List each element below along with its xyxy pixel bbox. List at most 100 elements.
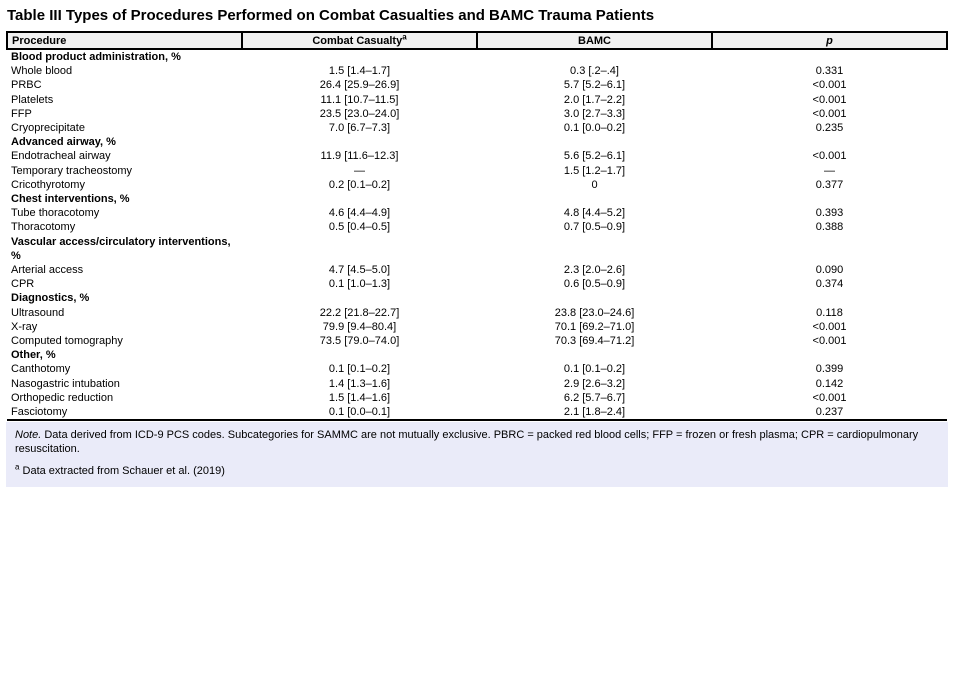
combat-casualty-value-cell: 0.1 [0.0–0.1] [328, 406, 391, 419]
combat-casualty-value-cell [242, 348, 477, 362]
column-header-p: p [711, 31, 948, 50]
bamc-value-cell: 0.1 [0.1–0.2] [563, 363, 626, 376]
bamc-value-cell [477, 348, 712, 362]
procedure-cell: Thoracotomy [11, 221, 76, 234]
note-panel: Note. Data derived from ICD-9 PCS codes.… [6, 422, 948, 488]
column-header-p-label: p [826, 34, 833, 47]
p-value-cell: 0.399 [815, 363, 844, 376]
combat-casualty-value-cell: 22.2 [21.8–22.7] [319, 306, 400, 319]
procedure-cell: Other, % [11, 349, 56, 362]
p-value-cell: 0.377 [815, 178, 844, 191]
table-row: Tube thoracotomy 4.6 [4.4–4.9] 4.8 [4.4–… [7, 206, 947, 220]
p-value-cell: <0.001 [812, 391, 847, 404]
combat-casualty-value-cell: 1.4 [1.3–1.6] [328, 377, 391, 390]
p-value-cell [712, 135, 947, 149]
bamc-value-cell: 2.3 [2.0–2.6] [563, 264, 626, 277]
p-value-cell: <0.001 [812, 107, 847, 120]
bamc-value-cell: 0.7 [0.5–0.9] [563, 221, 626, 234]
column-header-procedure: Procedure [6, 31, 243, 50]
combat-casualty-value-cell: 0.1 [0.1–0.2] [328, 363, 391, 376]
p-value-cell: 0.393 [815, 207, 844, 220]
bamc-value-cell: 5.6 [5.2–6.1] [563, 150, 626, 163]
combat-casualty-value-cell: 1.5 [1.4–1.6] [328, 391, 391, 404]
bamc-value-cell: 0.6 [0.5–0.9] [563, 278, 626, 291]
procedure-cell: Cricothyrotomy [11, 178, 85, 191]
bamc-value-cell: 6.2 [5.7–6.7] [563, 391, 626, 404]
table-row: Platelets 11.1 [10.7–11.5] 2.0 [1.7–2.2]… [7, 93, 947, 107]
procedure-cell: Orthopedic reduction [11, 391, 114, 404]
bamc-value-cell: 2.1 [1.8–2.4] [563, 406, 626, 419]
combat-casualty-value-cell [242, 235, 477, 263]
combat-casualty-value-cell [242, 291, 477, 305]
p-value-cell: <0.001 [812, 320, 847, 333]
table-row: Diagnostics, % [7, 291, 947, 305]
p-value-cell: — [824, 164, 835, 177]
bamc-value-cell: 0 [591, 178, 598, 191]
table-row: PRBC 26.4 [25.9–26.9] 5.7 [5.2–6.1] <0.0… [7, 78, 947, 92]
p-value-cell: <0.001 [812, 79, 847, 92]
procedure-cell: Tube thoracotomy [11, 207, 100, 220]
p-value-cell: 0.118 [816, 306, 843, 319]
bamc-value-cell: 2.0 [1.7–2.2] [563, 93, 626, 106]
table-row: Blood product administration, % [7, 49, 947, 64]
procedure-cell: Arterial access [11, 264, 84, 277]
procedure-cell: Temporary tracheostomy [11, 164, 133, 177]
table-row: CPR 0.1 [1.0–1.3] 0.6 [0.5–0.9] 0.374 [7, 277, 947, 291]
table-row: Vascular access/circulatory intervention… [7, 235, 947, 263]
p-value-cell: <0.001 [812, 335, 847, 348]
p-value-cell: <0.001 [812, 150, 847, 163]
combat-casualty-value-cell [242, 135, 477, 149]
bamc-value-cell: 4.8 [4.4–5.2] [563, 207, 626, 220]
procedure-cell: Endotracheal airway [11, 150, 111, 163]
p-value-cell [712, 291, 947, 305]
procedure-cell: Fasciotomy [11, 406, 68, 419]
combat-casualty-value-cell: 7.0 [6.7–7.3] [328, 122, 391, 135]
table-row: Thoracotomy 0.5 [0.4–0.5] 0.7 [0.5–0.9] … [7, 220, 947, 234]
table-row: FFP 23.5 [23.0–24.0] 3.0 [2.7–3.3] <0.00… [7, 107, 947, 121]
p-value-cell: 0.142 [815, 377, 844, 390]
p-value-cell: 0.235 [815, 122, 844, 135]
table-title: Table III Types of Procedures Performed … [7, 7, 655, 24]
footnote-text: Data extracted from Schauer et al. (2019… [19, 465, 225, 478]
combat-casualty-value-cell: — [354, 164, 365, 177]
p-value-cell [712, 348, 947, 362]
procedure-cell: Ultrasound [11, 306, 65, 319]
p-value-cell [712, 235, 947, 263]
bamc-value-cell [477, 49, 712, 64]
combat-casualty-value-cell [242, 49, 477, 64]
combat-casualty-value-cell: 11.1 [10.7–11.5] [320, 93, 399, 106]
bamc-value-cell: 0.1 [0.0–0.2] [563, 122, 626, 135]
combat-casualty-value-cell: 0.5 [0.4–0.5] [328, 221, 391, 234]
combat-casualty-value-cell: 23.5 [23.0–24.0] [319, 107, 400, 120]
table-row: Whole blood 1.5 [1.4–1.7] 0.3 [.2–.4] 0.… [7, 64, 947, 78]
procedure-cell: Vascular access/circulatory intervention… [11, 235, 231, 262]
p-value-cell: 0.374 [815, 278, 844, 291]
table-note: Note. Data derived from ICD-9 PCS codes.… [15, 428, 938, 456]
combat-casualty-value-cell: 11.9 [11.6–12.3] [320, 150, 399, 163]
table-row: Fasciotomy 0.1 [0.0–0.1] 2.1 [1.8–2.4] 0… [7, 405, 947, 420]
column-header-combat-casualty: Combat Casualtya [241, 31, 478, 50]
bamc-value-cell [477, 192, 712, 206]
combat-casualty-value-cell: 4.6 [4.4–4.9] [328, 207, 391, 220]
table-row: Nasogastric intubation 1.4 [1.3–1.6] 2.9… [7, 377, 947, 391]
procedure-cell: Canthotomy [11, 363, 71, 376]
table-footnote: a Data extracted from Schauer et al. (20… [15, 463, 938, 478]
column-header-bamc: BAMC [476, 31, 713, 50]
p-value-cell [712, 49, 947, 64]
procedure-cell: PRBC [11, 79, 42, 92]
column-header-combat-label: Combat Casualty [312, 34, 403, 47]
procedure-cell: Computed tomography [11, 335, 123, 348]
table-row: X-ray 79.9 [9.4–80.4] 70.1 [69.2–71.0] <… [7, 320, 947, 334]
table-row: Canthotomy 0.1 [0.1–0.2] 0.1 [0.1–0.2] 0… [7, 362, 947, 376]
table-row: Computed tomography 73.5 [79.0–74.0] 70.… [7, 334, 947, 348]
column-header-procedure-label: Procedure [12, 34, 67, 47]
procedure-cell: Blood product administration, % [11, 51, 181, 63]
procedure-cell: X-ray [11, 320, 38, 333]
table-row: Cricothyrotomy 0.2 [0.1–0.2] 0 0.377 [7, 178, 947, 192]
procedure-cell: Platelets [11, 93, 54, 106]
p-value-cell: <0.001 [812, 93, 847, 106]
combat-casualty-value-cell [242, 192, 477, 206]
procedure-cell: Cryoprecipitate [11, 122, 85, 135]
table-row: Endotracheal airway 11.9 [11.6–12.3] 5.6… [7, 149, 947, 163]
bamc-value-cell: 70.1 [69.2–71.0] [554, 320, 635, 333]
